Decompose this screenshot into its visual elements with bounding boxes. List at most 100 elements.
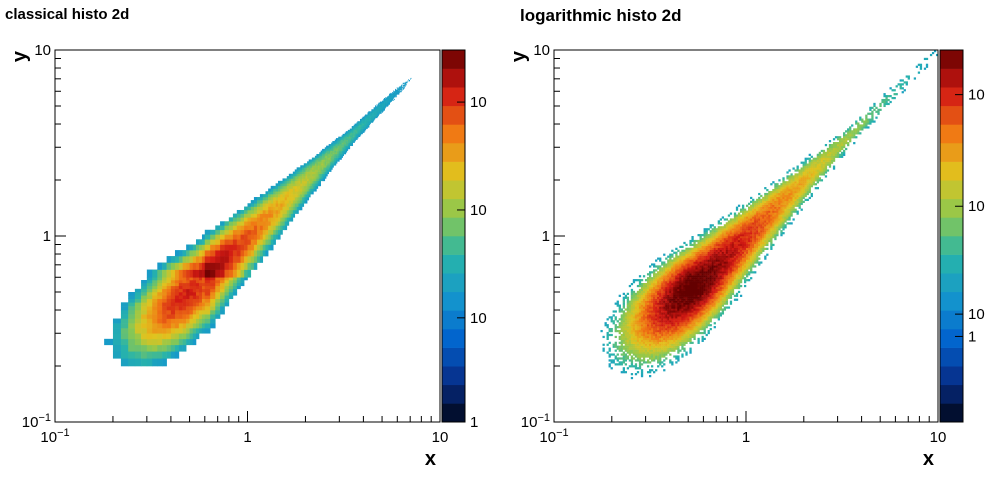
heatmap-cell — [268, 230, 271, 235]
heatmap-cell — [695, 261, 697, 263]
heatmap-cell — [147, 310, 153, 314]
heatmap-cell — [667, 289, 669, 291]
heatmap-cell — [271, 234, 274, 239]
heatmap-cell — [665, 340, 667, 342]
heatmap-cell — [687, 305, 689, 307]
heatmap-cell — [283, 200, 285, 203]
heatmap-cell — [653, 283, 655, 285]
heatmap-cell — [407, 82, 408, 83]
heatmap-cell — [679, 279, 681, 281]
heatmap-cell — [683, 295, 685, 297]
heatmap-cell — [706, 324, 708, 326]
heatmap-cell — [293, 176, 295, 179]
heatmap-cell — [289, 217, 291, 221]
heatmap-cell — [653, 305, 655, 307]
heatmap-cell — [722, 279, 724, 281]
heatmap-cell — [671, 332, 673, 334]
heatmap-cell — [152, 299, 157, 303]
heatmap-cell — [665, 281, 667, 283]
heatmap-cell — [681, 254, 683, 256]
heatmap-cell — [683, 328, 685, 330]
heatmap-cell — [276, 221, 279, 225]
heatmap-cell — [265, 210, 268, 214]
heatmap-cell — [635, 305, 637, 307]
heatmap-cell — [659, 283, 661, 285]
heatmap-cell — [297, 200, 299, 203]
heatmap-cell — [669, 254, 671, 256]
heatmap-cell — [714, 240, 716, 242]
heatmap-cell — [271, 214, 274, 218]
heatmap-cell — [693, 248, 695, 250]
heatmap-cell — [716, 234, 718, 236]
heatmap-cell — [710, 320, 712, 322]
heatmap-cell — [627, 306, 629, 308]
heatmap-cell — [714, 265, 716, 267]
heatmap-cell — [611, 359, 613, 361]
heatmap-cell — [691, 244, 693, 246]
heatmap-cell — [683, 334, 685, 336]
heatmap-cell — [691, 318, 693, 320]
heatmap-cell — [722, 263, 724, 265]
heatmap-cell — [700, 316, 702, 318]
heatmap-cell — [263, 194, 266, 197]
heatmap-cell — [220, 280, 225, 283]
heatmap-cell — [332, 165, 334, 167]
heatmap-cell — [677, 258, 679, 260]
heatmap-cell — [679, 334, 681, 336]
heatmap-cell — [718, 305, 720, 307]
heatmap-cell — [260, 239, 263, 245]
heatmap-cell — [708, 279, 710, 281]
heatmap-cell — [661, 303, 663, 305]
heatmap-cell — [710, 261, 712, 263]
heatmap-cell — [141, 306, 147, 310]
heatmap-cell — [167, 345, 172, 352]
heatmap-cell — [254, 200, 257, 203]
heatmap-cell — [215, 263, 220, 270]
heatmap-cell — [671, 340, 673, 342]
heatmap-cell — [128, 302, 135, 306]
heatmap-cell — [697, 342, 699, 344]
heatmap-cell — [659, 359, 661, 361]
heatmap-cell — [179, 250, 183, 256]
heatmap-cell — [663, 289, 665, 291]
heatmap-cell — [210, 250, 215, 256]
heatmap-cell — [645, 299, 647, 301]
heatmap-cell — [659, 269, 661, 271]
heatmap-cell — [687, 320, 689, 322]
heatmap-cell — [291, 189, 293, 192]
heatmap-cell — [196, 328, 199, 334]
heatmap-cell — [661, 334, 663, 336]
heatmap-cell — [714, 238, 716, 240]
heatmap-cell — [726, 246, 728, 248]
heatmap-cell — [280, 197, 283, 200]
heatmap-cell — [298, 183, 300, 186]
heatmap-cell — [718, 220, 720, 222]
heatmap-cell — [343, 154, 344, 156]
heatmap-cell — [611, 318, 613, 320]
heatmap-cell — [237, 256, 241, 263]
heatmap-cell — [677, 305, 679, 307]
heatmap-cell — [167, 299, 172, 303]
heatmap-cell — [716, 258, 718, 260]
heatmap-cell — [215, 314, 220, 319]
heatmap-cell — [675, 355, 677, 357]
heatmap-cell — [202, 270, 205, 278]
heatmap-cell — [621, 361, 623, 363]
heatmap-cell — [677, 277, 679, 279]
heatmap-cell — [210, 323, 215, 328]
heatmap-cell — [724, 250, 726, 252]
heatmap-cell — [663, 350, 665, 352]
heatmap-cell — [691, 275, 693, 277]
heatmap-cell — [695, 308, 697, 310]
heatmap-cell — [162, 289, 167, 292]
heatmap-cell — [724, 248, 726, 250]
heatmap-cell — [671, 277, 673, 279]
heatmap-cell — [685, 303, 687, 305]
heatmap-cell — [665, 328, 667, 330]
heatmap-cell — [609, 355, 611, 357]
heatmap-cell — [611, 320, 613, 322]
heatmap-cell — [645, 334, 647, 336]
heatmap-cell — [271, 200, 274, 203]
heatmap-cell — [726, 303, 728, 305]
heatmap-cell — [619, 346, 621, 348]
